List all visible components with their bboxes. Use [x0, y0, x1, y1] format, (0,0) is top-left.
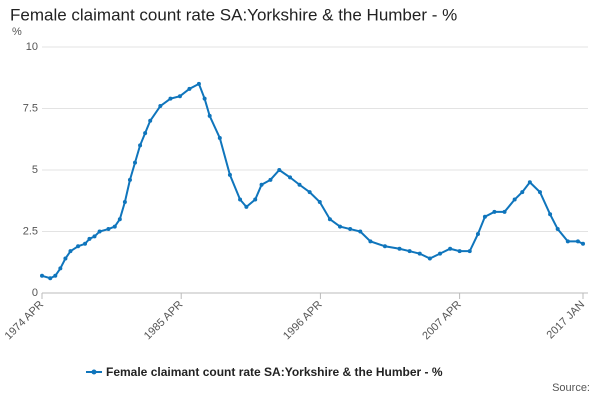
point [575, 239, 580, 244]
point [133, 160, 138, 165]
x-tick-label: 1985 APR [142, 299, 186, 343]
point [158, 104, 163, 109]
point [217, 136, 222, 141]
point [407, 249, 412, 254]
point [87, 236, 92, 241]
point [537, 190, 542, 195]
point [358, 229, 363, 234]
point [253, 197, 258, 202]
y-tick-label: 7.5 [23, 102, 38, 114]
point [397, 246, 402, 251]
point [348, 227, 353, 232]
point [68, 249, 73, 254]
point [297, 182, 302, 187]
point [117, 217, 122, 222]
point [502, 209, 507, 214]
point [548, 212, 553, 217]
y-tick-label: 0 [32, 287, 38, 299]
point [417, 251, 422, 256]
point [457, 249, 462, 254]
point [138, 143, 143, 148]
point [527, 180, 532, 185]
point [520, 190, 525, 195]
point [317, 199, 322, 204]
source: Source: [552, 382, 590, 394]
x-tick-label: 1974 APR [3, 299, 47, 343]
line [41, 82, 584, 280]
point [382, 244, 387, 249]
point [307, 190, 312, 195]
point [106, 227, 111, 232]
point [277, 168, 282, 172]
point [467, 249, 472, 254]
point [238, 197, 243, 202]
point [83, 241, 88, 246]
point [437, 251, 442, 256]
legend-marker [91, 369, 97, 375]
point [53, 273, 58, 278]
point [368, 239, 373, 244]
point [244, 204, 249, 209]
point [127, 177, 132, 182]
x-tick-label: 2017 JAN [545, 299, 588, 342]
point [196, 81, 201, 86]
point [97, 229, 102, 234]
point [168, 96, 173, 101]
point [565, 239, 570, 244]
point [187, 86, 192, 91]
y-unit: % [12, 26, 22, 38]
point [207, 113, 212, 118]
point [555, 227, 560, 232]
point [63, 256, 68, 261]
point [177, 94, 182, 99]
point [427, 256, 432, 261]
point [143, 131, 148, 136]
point [581, 241, 585, 246]
point [92, 234, 97, 239]
point [268, 177, 273, 182]
point [148, 118, 153, 123]
point [122, 199, 127, 204]
point [76, 244, 81, 249]
point [48, 276, 53, 281]
point [492, 209, 497, 214]
point [448, 246, 453, 251]
point [288, 175, 293, 180]
point [227, 172, 232, 177]
x-tick-label: 2007 APR [420, 299, 464, 343]
y-tick-label: 5 [32, 164, 38, 176]
point [112, 224, 117, 229]
point [259, 182, 264, 187]
point [58, 266, 63, 271]
point [512, 197, 517, 202]
point [40, 273, 44, 278]
x-tick-label: 1996 APR [281, 299, 325, 343]
point [202, 96, 207, 101]
point [482, 214, 487, 219]
legend-label: Female claimant count rate SA:Yorkshire … [106, 365, 443, 379]
y-tick-label: 2.5 [23, 225, 38, 237]
point [475, 231, 480, 236]
point [338, 224, 343, 229]
y-tick-label: 10 [26, 41, 38, 53]
chart-title: Female claimant count rate SA:Yorkshire … [10, 5, 457, 24]
point [327, 217, 332, 222]
